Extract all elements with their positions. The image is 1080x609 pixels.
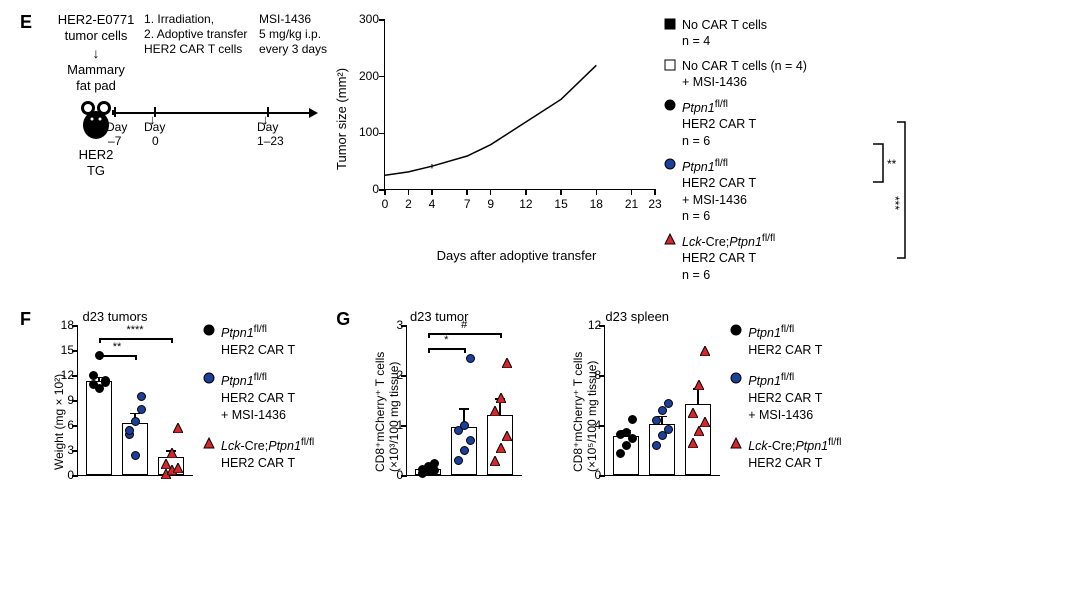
legend-text: Ptpn1fl/flHER2 CAR T+ MSI-1436: [748, 371, 822, 424]
legend-marker-icon: [664, 18, 676, 30]
legend-text: No CAR T cells (n = 4)+ MSI-1436: [682, 58, 807, 91]
bar-ylabel: CD8⁺mCherry⁺ T cells: [373, 352, 387, 472]
e-daym7b: –7: [108, 134, 121, 149]
bar-ylabel-sub: (×10³/100 mg tissue): [387, 362, 401, 472]
e-xlabel: Days after adoptive transfer: [379, 248, 654, 263]
figure: E HER2-E0771 tumor cells ↓ Mammary fat p…: [20, 12, 1060, 484]
e-step1a: 1. Irradiation,: [144, 12, 214, 27]
legend-marker-icon: [664, 99, 676, 111]
panel-f-label: F: [20, 309, 31, 330]
e-day123: Day: [257, 120, 278, 135]
legend-marker-icon: [730, 372, 742, 384]
legend-text: Ptpn1fl/flHER2 CAR T+ MSI-1436: [221, 371, 295, 424]
e-step2a: MSI-1436: [259, 12, 311, 27]
bar-ylabel: Weight (mg × 10²): [52, 374, 66, 470]
panel-e-chart: Tumor size (mm²) 01002003000247912151821…: [334, 12, 654, 263]
e-mouse2: TG: [46, 163, 146, 179]
panel-e: E HER2-E0771 tumor cells ↓ Mammary fat p…: [20, 12, 1060, 291]
legend-item: Ptpn1fl/flHER2 CAR T: [730, 323, 841, 359]
e-sig-brackets: ** ***: [869, 8, 911, 268]
e-day123b: 1–23: [257, 134, 284, 149]
legend-text: Ptpn1fl/flHER2 CAR T: [221, 323, 295, 359]
arrow-down-icon: ↓: [46, 45, 146, 63]
legend-text: No CAR T cellsn = 4: [682, 17, 767, 50]
legend-item: No CAR T cellsn = 4: [664, 17, 869, 50]
legend-text: Lck-Cre;Ptpn1fl/flHER2 CAR T: [748, 436, 841, 472]
e-step1c: HER2 CAR T cells: [144, 42, 242, 57]
bar-ylabel-sub: (×10⁵/100 mg tissue): [585, 361, 599, 472]
legend-marker-icon: [730, 324, 742, 336]
panel-f-legend: Ptpn1fl/flHER2 CAR T Ptpn1fl/flHER2 CAR T…: [203, 323, 314, 484]
e-daym7: Day: [106, 120, 127, 135]
panel-e-legend: No CAR T cellsn = 4 No CAR T cells (n = 4…: [664, 17, 869, 291]
legend-item: Ptpn1fl/flHER2 CAR T: [203, 323, 314, 359]
panel-g-spleen-chart: 04812CD8⁺mCherry⁺ T cells(×10⁵/100 mg ti…: [554, 326, 720, 476]
e-plot-area: 0100200300024791215182123: [384, 20, 654, 190]
e-cellline: HER2-E0771: [46, 12, 146, 28]
e-step1b: 2. Adoptive transfer: [144, 27, 247, 42]
panel-g-label: G: [336, 309, 350, 330]
panel-f-chart: 0369121518******Weight (mg × 10²): [37, 326, 193, 476]
legend-text: Ptpn1fl/flHER2 CAR Tn = 6: [682, 98, 756, 149]
panel-e-diagram: HER2-E0771 tumor cells ↓ Mammary fat pad: [46, 12, 326, 179]
legend-item: Ptpn1fl/flHER2 CAR T+ MSI-1436: [730, 371, 841, 424]
legend-marker-icon: [730, 437, 742, 449]
e-ylabel: Tumor size (mm²): [334, 68, 349, 170]
panel-e-label: E: [20, 12, 32, 33]
legend-item: Ptpn1fl/flHER2 CAR Tn = 6: [664, 98, 869, 149]
timeline-line: [114, 112, 314, 114]
legend-marker-icon: [203, 437, 215, 449]
legend-text: Ptpn1fl/flHER2 CAR T+ MSI-1436n = 6: [682, 157, 756, 224]
bar-ylabel: CD8⁺mCherry⁺ T cells: [571, 352, 585, 472]
e-step2b: 5 mg/kg i.p.: [259, 27, 321, 42]
timeline-arrowhead: [309, 108, 318, 118]
panel-fg-row: F d23 tumors 0369121518******Weight (mg …: [20, 309, 1060, 484]
e-step2c: every 3 days: [259, 42, 327, 57]
legend-text: Ptpn1fl/flHER2 CAR T: [748, 323, 822, 359]
legend-item: Ptpn1fl/flHER2 CAR T+ MSI-1436n = 6: [664, 157, 869, 224]
legend-marker-icon: [664, 59, 676, 71]
e-day0: Day: [144, 120, 165, 135]
e-day0b: 0: [152, 134, 159, 149]
legend-item: Ptpn1fl/flHER2 CAR T+ MSI-1436: [203, 371, 314, 424]
legend-marker-icon: [664, 233, 676, 245]
legend-marker-icon: [664, 158, 676, 170]
svg-text:***: ***: [888, 196, 902, 210]
legend-text: Lck-Cre;Ptpn1fl/flHER2 CAR T: [221, 436, 314, 472]
legend-text: Lck-Cre;Ptpn1fl/flHER2 CAR Tn = 6: [682, 232, 775, 283]
legend-item: Lck-Cre;Ptpn1fl/flHER2 CAR T: [203, 436, 314, 472]
svg-text:**: **: [887, 157, 897, 171]
legend-item: No CAR T cells (n = 4)+ MSI-1436: [664, 58, 869, 91]
legend-item: Lck-Cre;Ptpn1fl/flHER2 CAR Tn = 6: [664, 232, 869, 283]
e-cellline2: tumor cells: [46, 28, 146, 44]
legend-marker-icon: [203, 372, 215, 384]
legend-marker-icon: [203, 324, 215, 336]
panel-g-legend: Ptpn1fl/flHER2 CAR T Ptpn1fl/flHER2 CAR T…: [730, 323, 841, 484]
panel-g-tumor-chart: 0123*#CD8⁺mCherry⁺ T cells(×10³/100 mg t…: [356, 326, 522, 476]
legend-item: Lck-Cre;Ptpn1fl/flHER2 CAR T: [730, 436, 841, 472]
